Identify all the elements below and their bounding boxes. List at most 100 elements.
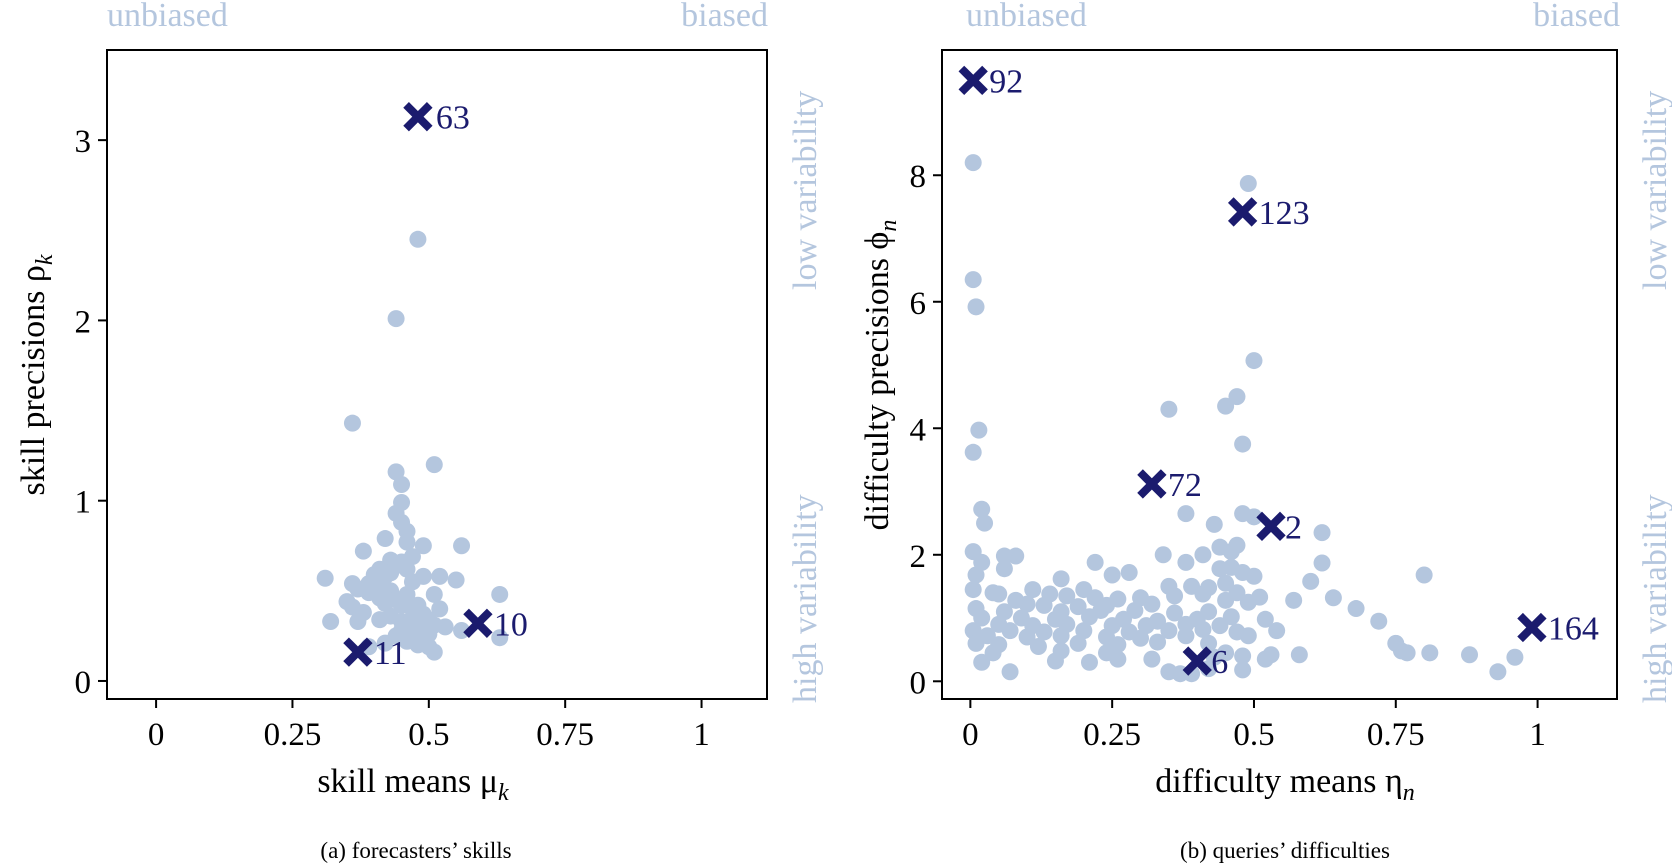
highlight-label: 164 (1548, 611, 1599, 648)
data-point (967, 566, 985, 584)
data-point (1024, 581, 1042, 599)
data-point (1347, 600, 1365, 618)
panel-a-skills-chart: unbiased biased low variability high var… (15, 0, 824, 863)
data-point (491, 585, 509, 603)
plot-frame (106, 49, 768, 700)
x-tick-label: 0.75 (1367, 717, 1425, 753)
data-point (1086, 553, 1104, 571)
x-tick-label: 1 (693, 717, 710, 753)
data-point (995, 560, 1013, 578)
plot-frame (941, 49, 1618, 700)
data-point (1239, 174, 1257, 192)
high-variability-label: high variability (787, 494, 824, 703)
data-point (984, 644, 1002, 662)
data-point (967, 298, 985, 316)
data-point (1160, 622, 1178, 640)
data-point (973, 553, 991, 571)
y-tick-label: 8 (910, 159, 927, 195)
data-point (409, 230, 427, 248)
data-point (1217, 574, 1235, 592)
y-tick-label: 3 (75, 124, 92, 160)
y-tick-label: 2 (910, 539, 927, 575)
data-point (1239, 593, 1257, 611)
data-point (1075, 622, 1093, 640)
data-point (1290, 646, 1308, 664)
highlight-label: 10 (494, 606, 528, 643)
data-point (1398, 644, 1416, 662)
data-point (1018, 595, 1036, 613)
data-point (1137, 617, 1155, 635)
data-point (393, 475, 411, 493)
data-point (1234, 435, 1252, 453)
data-point (964, 443, 982, 461)
data-point (322, 612, 340, 630)
data-point (1268, 622, 1286, 640)
data-point (964, 271, 982, 289)
biased-corner-label: biased (681, 0, 768, 34)
x-tick-label: 1 (1529, 717, 1546, 753)
data-point (1166, 587, 1184, 605)
data-point (1029, 637, 1047, 655)
panel-b-difficulties-chart: unbiased biased low variability high var… (859, 0, 1672, 863)
data-point (387, 310, 405, 328)
data-point (453, 537, 471, 555)
data-point (967, 634, 985, 652)
highlight-point: 2 (1256, 509, 1302, 546)
data-point (1245, 567, 1263, 585)
highlight-point: 11 (343, 635, 407, 672)
data-point (1166, 604, 1184, 622)
y-tick-label: 0 (75, 665, 92, 701)
data-point (1080, 653, 1098, 671)
data-point (354, 542, 372, 560)
highlight-point: 6 (1182, 644, 1228, 681)
unbiased-corner-label: unbiased (107, 0, 228, 34)
data-point (1461, 646, 1479, 664)
data-point (973, 500, 991, 518)
highlight-point: 72 (1137, 467, 1202, 504)
y-tick-label: 1 (75, 485, 92, 521)
panel-b-caption: (b) queries’ difficulties (1180, 838, 1390, 863)
low-variability-label: low variability (1637, 91, 1672, 290)
x-tick-label: 0 (962, 717, 979, 753)
x-marker (1227, 197, 1258, 227)
data-point (1007, 547, 1025, 565)
data-point (1245, 508, 1263, 526)
data-point (1154, 546, 1172, 564)
data-point (1018, 628, 1036, 646)
data-point (1069, 598, 1087, 616)
data-point (1506, 648, 1524, 666)
data-point (964, 622, 982, 640)
data-point (1256, 610, 1274, 628)
highlight-label: 92 (989, 63, 1023, 100)
highlighted-points: 63 10 11 (343, 100, 528, 672)
data-point (1370, 612, 1388, 630)
data-point (376, 530, 394, 548)
y-tick-label: 0 (910, 665, 927, 701)
x-tick-label: 0.25 (264, 717, 322, 753)
x-tick-label: 0.75 (536, 717, 594, 753)
highlight-label: 11 (374, 635, 407, 672)
data-point (1035, 596, 1053, 614)
x-marker (1137, 469, 1167, 499)
data-point (1228, 388, 1246, 406)
data-point (1313, 524, 1331, 542)
x-marker (1517, 612, 1547, 643)
data-point (447, 571, 465, 589)
data-point (1234, 661, 1252, 679)
x-marker (463, 608, 493, 638)
y-axis-title: difficulty precisions ϕn (859, 220, 902, 531)
unbiased-corner-label: unbiased (966, 0, 1087, 34)
data-point (1194, 620, 1212, 638)
highlight-point: 164 (1517, 611, 1599, 648)
y-axis-ticks: 0 1 2 3 (75, 124, 107, 701)
data-point (1256, 650, 1274, 668)
data-point (349, 612, 367, 630)
data-point (964, 154, 982, 172)
y-axis-ticks: 0 2 4 6 8 (910, 159, 942, 701)
data-point (1046, 652, 1064, 670)
highlight-point: 123 (1227, 195, 1310, 232)
data-point (425, 585, 443, 603)
data-point (1052, 627, 1070, 645)
data-point (1177, 505, 1195, 523)
x-tick-label: 0 (148, 717, 165, 753)
